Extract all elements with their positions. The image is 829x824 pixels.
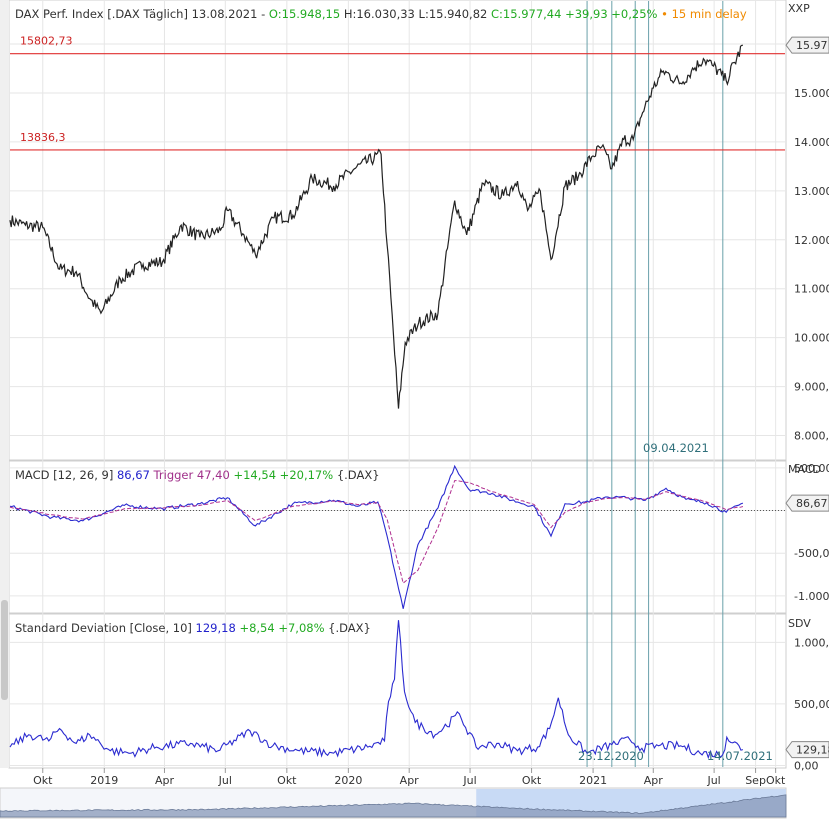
price-title-part: H:16.030,33 L:15.940,82 <box>340 7 491 21</box>
price-axis-label: XXP <box>788 2 810 15</box>
price-title-part: O:15.948,15 <box>269 7 340 21</box>
x-tick-label: Okt <box>766 774 786 787</box>
left-scrollbar-thumb[interactable] <box>1 600 8 700</box>
y-tick-label: 0,00 <box>794 760 819 773</box>
price-title-part: • 15 min delay <box>657 7 746 21</box>
price-panel[interactable] <box>8 0 787 461</box>
navigator[interactable] <box>0 789 787 818</box>
macd-panel[interactable] <box>8 460 787 614</box>
panel-titles: DAX Perf. Index [.DAX Täglich] 13.08.202… <box>15 7 747 635</box>
y-tick-label: 9.000, <box>794 381 829 394</box>
stddev-title: Standard Deviation [Close, 10] 129,18 +8… <box>15 621 371 635</box>
last-value-box <box>785 741 829 759</box>
y-tick-label: 12.000, <box>794 234 829 247</box>
macd-title-part: 86,67 <box>117 468 150 482</box>
y-tick-label: 1.000, <box>794 636 829 649</box>
stddev-title-part: +8,54 +7,08% <box>236 621 325 635</box>
series-layer <box>9 44 744 760</box>
y-tick-label: -1.000 <box>794 590 829 603</box>
price-title-part: DAX Perf. Index [.DAX Täglich] 13.08.202… <box>15 7 269 21</box>
x-tick-label: Apr <box>400 774 420 787</box>
macd-axis-label: MACD <box>788 463 821 476</box>
navigator-area <box>0 794 787 818</box>
y-tick-label: 14.000, <box>794 136 829 149</box>
macd-last-value-tag: 86,67 <box>785 494 829 512</box>
date-annotation: 23.12.2020 <box>578 749 644 763</box>
x-tick-label: 2021 <box>579 774 607 787</box>
date-annotations: 09.04.2021 23.12.2020 14.07.2021 <box>578 441 773 763</box>
stddev-last-value-tag: 129,18 <box>785 741 829 759</box>
last-value-box <box>785 36 829 54</box>
horizontal-line-label: 13836,3 <box>20 131 66 144</box>
last-value-box <box>785 494 829 512</box>
stddev-title-part: Standard Deviation [Close, 10] <box>15 621 196 635</box>
x-tick-label: Jul <box>706 774 720 787</box>
x-tick-label: 2019 <box>90 774 118 787</box>
y-tick-label: -500,0 <box>794 547 829 560</box>
y-axes: 15.000, 14.000, 13.000, 12.000, 11.000, 10.00… <box>785 2 829 773</box>
price-title-part: C:15.977,44 +39,93 +0,25% <box>491 7 658 21</box>
price-series-line <box>9 44 743 409</box>
stddev-axis-label: SDV <box>788 617 811 630</box>
date-annotation: 09.04.2021 <box>643 441 709 455</box>
last-value-text: 15.97 <box>796 39 828 52</box>
x-tick-label: Okt <box>33 774 53 787</box>
stddev-title-part: {.DAX} <box>325 621 371 635</box>
x-tick-label: Apr <box>644 774 664 787</box>
y-tick-label: 11.000, <box>794 283 829 296</box>
x-tick-label: Jul <box>218 774 232 787</box>
macd-title-part: {.DAX} <box>333 468 379 482</box>
x-tick-label: Jul <box>462 774 476 787</box>
x-tick-label: Apr <box>155 774 175 787</box>
x-tick-label: Okt <box>277 774 297 787</box>
last-value-text: 86,67 <box>796 497 828 510</box>
x-tick-label: Okt <box>522 774 542 787</box>
x-tick-label: 2020 <box>334 774 362 787</box>
price-last-value-tag: 15.97 <box>785 36 829 54</box>
date-annotation: 14.07.2021 <box>707 749 773 763</box>
left-scroll-strip[interactable] <box>0 0 9 768</box>
y-tick-label: 15.000, <box>794 87 829 100</box>
y-tick-label: 13.000, <box>794 185 829 198</box>
y-tick-label: 8.000, <box>794 430 829 443</box>
macd-title-part: Trigger 47,40 <box>150 468 230 482</box>
macd-series-line <box>9 464 744 609</box>
horizontal-lines: 15802,73 13836,3 <box>10 35 785 151</box>
macd-title-part: +14,54 +20,17% <box>230 468 333 482</box>
trigger-series-line <box>9 480 744 584</box>
macd-title-part: MACD [12, 26, 9] <box>15 468 117 482</box>
stddev-title-part: 129,18 <box>196 621 236 635</box>
last-value-text: 129,18 <box>796 744 829 757</box>
horizontal-line-label: 15802,73 <box>20 35 73 48</box>
x-axis: Okt 2019 Apr Jul Okt 2020 Apr Jul Okt 2021 Apr Jul S… <box>33 768 786 787</box>
macd-title: MACD [12, 26, 9] 86,67 Trigger 47,40 +14… <box>15 468 380 482</box>
y-tick-label: 500,00 <box>794 462 829 475</box>
price-title: DAX Perf. Index [.DAX Täglich] 13.08.202… <box>15 7 747 21</box>
gridlines <box>10 1 785 767</box>
stddev-series-line <box>9 620 744 760</box>
x-tick-label: Sep <box>745 774 766 787</box>
y-tick-label: 10.000, <box>794 332 829 345</box>
y-tick-label: 500,00 <box>794 698 829 711</box>
